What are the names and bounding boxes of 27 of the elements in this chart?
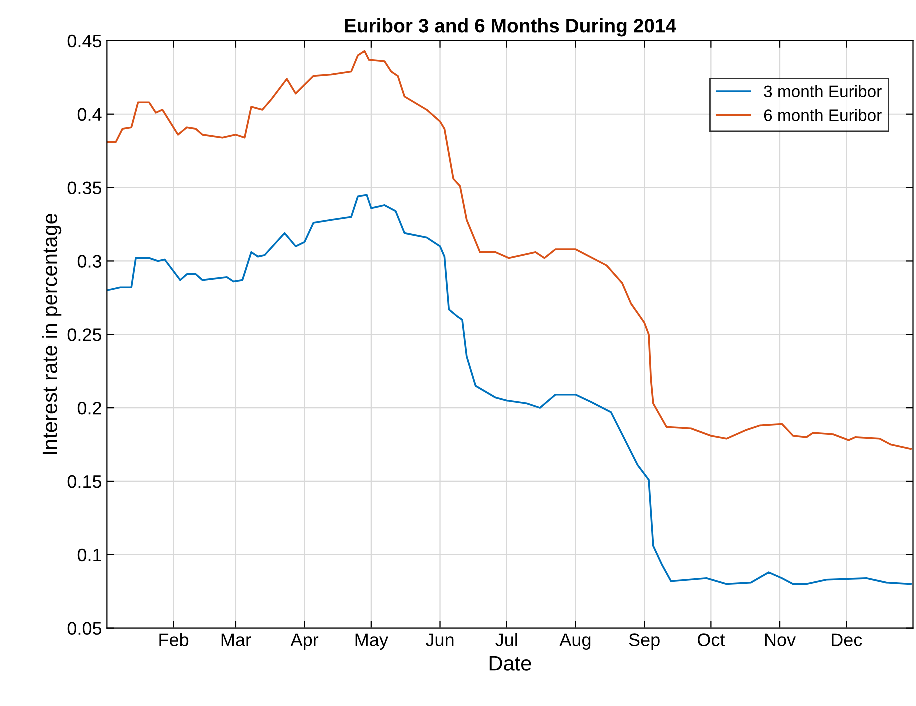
- y-axis-title: Interest rate in percentage: [42, 214, 62, 454]
- chart-title: Euribor 3 and 6 Months During 2014: [345, 18, 676, 37]
- x-tick-label: Jun: [426, 634, 454, 646]
- y-tick-label: 0.35: [68, 182, 102, 195]
- y-tick-label: 0.1: [78, 548, 102, 562]
- x-tick-label: Oct: [698, 634, 726, 646]
- y-tick-label: 0.15: [68, 475, 102, 488]
- y-tick-label: 0.45: [68, 34, 102, 48]
- x-tick-label: Nov: [765, 634, 796, 646]
- y-tick-label: 0.25: [68, 328, 102, 342]
- x-tick-label: Sep: [629, 634, 660, 650]
- x-tick-label: Mar: [222, 634, 252, 646]
- x-tick-label: May: [356, 634, 388, 650]
- x-tick-label: Apr: [290, 634, 319, 650]
- x-tick-label: Jul: [496, 633, 518, 646]
- line-series: [107, 50, 912, 450]
- x-tick-label: Aug: [560, 634, 591, 650]
- y-tick-label: 0.4: [78, 108, 102, 122]
- y-tick-label: 0.2: [78, 402, 102, 415]
- legend-label: 3 month Euribor: [764, 85, 882, 98]
- x-tick-label: Dec: [832, 634, 862, 646]
- line-series: [107, 194, 912, 586]
- y-tick-label: 0.3: [78, 255, 102, 268]
- x-tick-label: Feb: [160, 633, 189, 646]
- y-tick-label: 0.05: [68, 622, 102, 636]
- legend-label: 6 month Euribor: [764, 109, 882, 122]
- x-axis-title: Date: [490, 656, 532, 671]
